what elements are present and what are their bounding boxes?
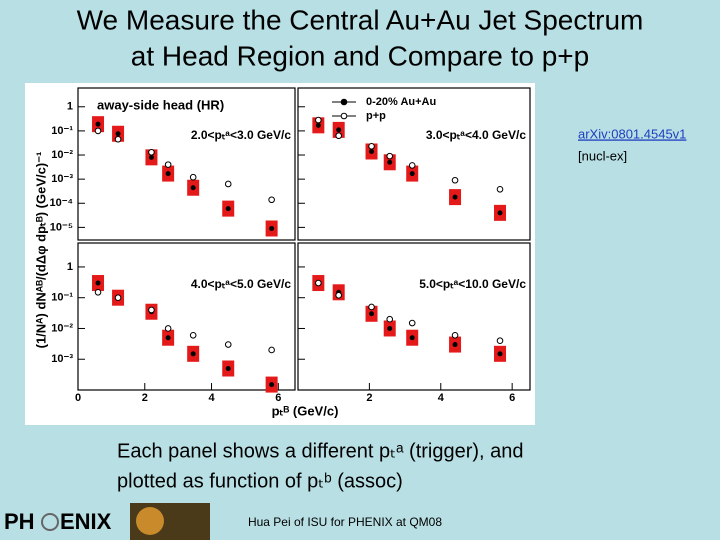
legend-label: 0-20% Au+Au [366, 96, 436, 108]
pp-point [368, 142, 375, 150]
pp-point [315, 279, 322, 287]
auau-point [369, 148, 375, 154]
pp-point [315, 116, 322, 124]
y-tick-label: 10⁻¹ [51, 292, 73, 304]
pp-point [189, 173, 197, 181]
auau-point [269, 225, 275, 231]
y-tick-label: 1 [67, 261, 73, 273]
y-tick-label: 10⁻² [51, 149, 73, 161]
auau-point [452, 342, 458, 348]
annotation: away-side head (HR) [97, 97, 224, 112]
x-tick-label: 4 [438, 392, 445, 404]
auau-point [148, 154, 154, 160]
panel-frame [77, 87, 296, 241]
x-axis-label: pₜᴮ (GeV/c) [272, 403, 339, 418]
pp-point [408, 319, 416, 327]
caption: Each panel shows a different pₜᵃ (trigge… [117, 440, 524, 462]
figure-bg [25, 83, 535, 425]
pp-point [148, 148, 155, 156]
auau-point [269, 382, 275, 388]
pp-point [224, 180, 232, 188]
logo: PH [4, 509, 35, 534]
panel-label: 5.0<pₜᵃ<10.0 GeV/c [419, 277, 526, 291]
y-tick-label: 10⁻³ [51, 353, 73, 365]
x-tick-label: 0 [75, 392, 81, 404]
pp-point [268, 346, 275, 354]
pp-point [496, 185, 504, 193]
x-tick-label: 4 [208, 392, 215, 404]
auau-point [497, 351, 503, 357]
logo-icon [41, 513, 59, 531]
footer: Hua Pei of ISU for PHENIX at QM08 [248, 515, 442, 529]
pp-point [164, 325, 172, 332]
panel-label: 2.0<pₜᵃ<3.0 GeV/c [191, 128, 291, 142]
title: We Measure the Central Au+Au Jet Spectru… [77, 4, 644, 35]
auau-point [95, 121, 101, 127]
logo: ENIX [60, 509, 112, 534]
legend-marker [340, 112, 348, 120]
pp-point [164, 161, 172, 168]
pp-point [114, 135, 122, 143]
logo-image [136, 507, 164, 535]
y-tick-label: 10⁻⁵ [50, 221, 73, 233]
x-tick-label: 2 [142, 392, 148, 404]
panel-frame [297, 242, 531, 391]
pp-point [94, 127, 102, 135]
pp-point [148, 306, 155, 314]
panel-label: 4.0<pₜᵃ<5.0 GeV/c [191, 277, 291, 291]
y-tick-label: 10⁻³ [51, 173, 73, 185]
pp-point [386, 152, 394, 160]
pp-point [451, 176, 459, 184]
panel-frame [297, 87, 531, 241]
legend-marker [340, 98, 348, 106]
y-axis-label: (1/Nᴬ) dNᴬᴮ/(dΔφ dpₜᴮ) (GeV/c)⁻¹ [33, 152, 48, 349]
auau-point [165, 335, 171, 341]
link-note: [nucl-ex] [578, 148, 627, 163]
pp-point [335, 132, 342, 140]
pp-point [94, 288, 102, 296]
panel-label: 3.0<pₜᵃ<4.0 GeV/c [426, 128, 526, 142]
title: at Head Region and Compare to p+p [131, 40, 589, 71]
auau-point [336, 127, 342, 133]
link[interactable]: arXiv:0801.4545v1 [578, 126, 686, 141]
auau-point [315, 122, 321, 128]
legend-label: p+p [366, 110, 386, 122]
y-tick-label: 10⁻¹ [51, 125, 73, 137]
pp-point [408, 162, 416, 169]
auau-point [369, 311, 375, 317]
auau-point [452, 194, 458, 200]
pp-point [496, 337, 504, 345]
pp-point [189, 331, 197, 339]
x-tick-label: 2 [366, 392, 372, 404]
y-tick-label: 1 [67, 101, 73, 113]
auau-point [225, 206, 231, 212]
auau-point [190, 185, 196, 191]
auau-point [95, 280, 101, 286]
auau-point [497, 210, 503, 216]
auau-point [387, 159, 393, 165]
auau-point [409, 171, 415, 177]
x-tick-label: 6 [509, 392, 515, 404]
auau-point [190, 351, 196, 357]
auau-point [115, 131, 121, 137]
pp-point [368, 303, 375, 311]
auau-point [225, 365, 231, 371]
pp-point [386, 315, 394, 323]
pp-point [268, 196, 275, 204]
pp-point [451, 331, 459, 339]
auau-point [409, 335, 415, 341]
auau-point [387, 325, 393, 331]
y-tick-label: 10⁻⁴ [50, 197, 73, 209]
auau-point [165, 171, 171, 177]
pp-point [335, 291, 342, 299]
pp-point [224, 341, 232, 348]
pp-point [114, 294, 122, 302]
y-tick-label: 10⁻² [51, 322, 73, 334]
panel-frame [77, 242, 296, 391]
caption: plotted as function of pₜᵇ (assoc) [117, 470, 403, 492]
x-tick-label: 6 [275, 392, 281, 404]
